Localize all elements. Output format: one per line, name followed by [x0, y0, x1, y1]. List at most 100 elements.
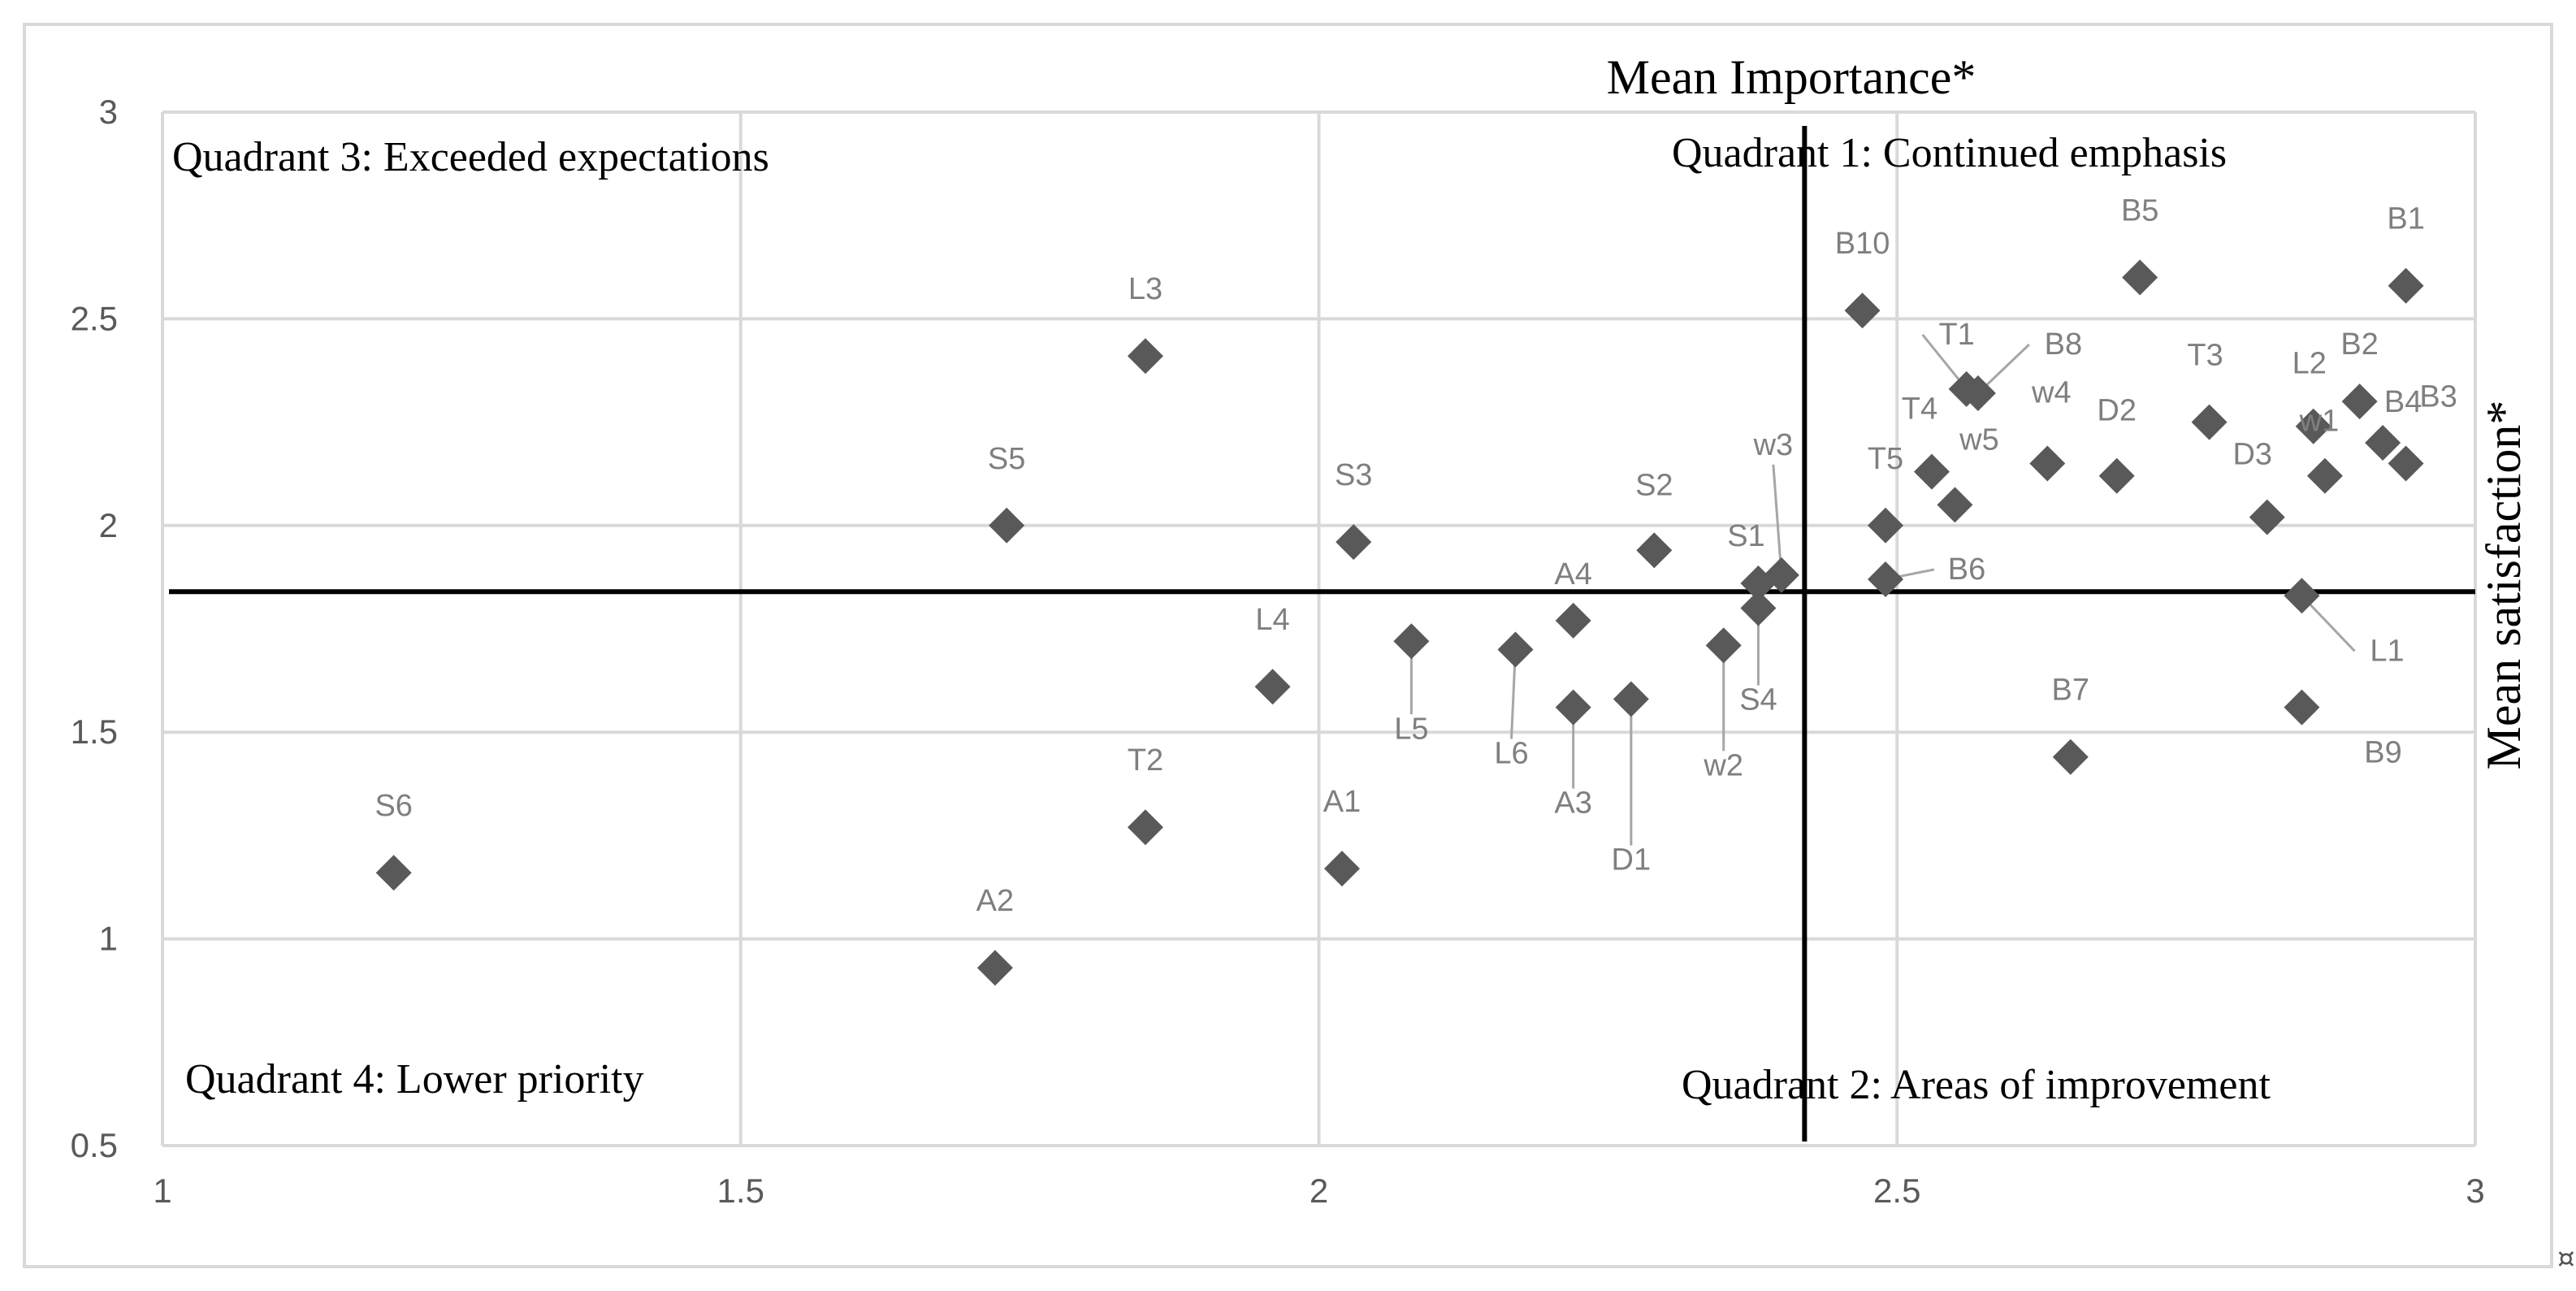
- data-point: [2122, 259, 2158, 296]
- axis-ticks: 1 1.5 2 2.5 3 0.5 1 1.5 2 2.5 3: [71, 93, 2485, 1210]
- data-point: [1613, 681, 1649, 717]
- data-point: [1323, 851, 1360, 887]
- y-tick-label: 3: [99, 93, 118, 131]
- point-label: B6: [1948, 552, 1985, 587]
- data-point: [2365, 425, 2401, 461]
- point-label: B5: [2121, 194, 2158, 228]
- point-label: T5: [1868, 442, 1903, 476]
- y-tick-label: 0.5: [71, 1126, 118, 1164]
- leader-line: [2301, 595, 2356, 652]
- point-label: L2: [2292, 347, 2327, 381]
- data-point: [1555, 602, 1591, 639]
- data-point: [2388, 267, 2424, 304]
- point-label: L6: [1494, 736, 1528, 770]
- data-point: [2295, 408, 2331, 444]
- data-point: [1336, 524, 1372, 561]
- data-point: [1937, 487, 1973, 523]
- x-tick-label: 2: [1310, 1172, 1328, 1210]
- point-label: S1: [1727, 519, 1764, 553]
- quadrant-1-label: Quadrant 1: Continued emphasis: [1672, 130, 2227, 176]
- point-label: w2: [1703, 748, 1743, 782]
- data-points: [375, 259, 2424, 986]
- data-point: [2341, 383, 2378, 420]
- quadrant-3-label: Quadrant 3: Exceeded expectations: [172, 134, 769, 180]
- y-tick-label: 1: [99, 920, 118, 958]
- point-label: A3: [1554, 786, 1591, 821]
- point-label: L3: [1128, 272, 1162, 306]
- data-point: [1705, 627, 1742, 664]
- data-point: [1868, 561, 1904, 597]
- grid-lines: [161, 110, 2477, 1147]
- data-point: [1740, 590, 1777, 626]
- data-point: [2284, 689, 2320, 726]
- leader-line: [1772, 464, 1783, 575]
- point-label: D1: [1612, 843, 1652, 877]
- data-point: [1913, 453, 1950, 490]
- corner-mark: ¤: [2557, 1242, 2575, 1275]
- point-label: B4: [2384, 385, 2422, 419]
- point-label: B9: [2364, 736, 2401, 770]
- data-point: [976, 950, 1013, 986]
- data-point: [2388, 445, 2424, 482]
- data-point: [1127, 338, 1163, 375]
- y-axis-title: Mean satisfaction*: [2477, 401, 2531, 770]
- point-label: D3: [2232, 438, 2272, 472]
- data-point: [2029, 445, 2066, 482]
- x-tick-label: 3: [2466, 1172, 2484, 1210]
- data-point: [1497, 631, 1534, 668]
- point-label: L5: [1394, 712, 1428, 746]
- point-label: B7: [2052, 674, 2089, 708]
- point-label: T3: [2187, 339, 2223, 373]
- data-point: [2306, 457, 2343, 494]
- x-axis-title: Mean Importance*: [1607, 50, 1976, 104]
- point-label: T2: [1128, 743, 1163, 778]
- quadrant-2-label: Quadrant 2: Areas of improvement: [1682, 1062, 2271, 1108]
- data-point: [1844, 292, 1881, 329]
- point-label: B8: [2045, 327, 2082, 362]
- point-label: L4: [1255, 603, 1289, 637]
- point-label: w1: [2299, 405, 2340, 439]
- x-tick-label: 2.5: [1873, 1172, 1920, 1210]
- point-label: D2: [2097, 394, 2137, 428]
- data-point: [1254, 669, 1291, 705]
- point-label: A2: [976, 884, 1014, 918]
- data-point: [1959, 375, 1996, 411]
- point-label: w4: [2031, 375, 2072, 409]
- x-tick-label: 1: [153, 1172, 171, 1210]
- data-point: [989, 507, 1025, 544]
- point-label: B10: [1835, 227, 1890, 261]
- data-point: [1868, 507, 1904, 544]
- data-point: [2284, 578, 2320, 614]
- y-tick-label: 2: [99, 506, 118, 544]
- x-tick-label: 1.5: [717, 1172, 764, 1210]
- data-point: [2052, 739, 2089, 775]
- point-label: A4: [1554, 557, 1591, 591]
- data-point: [1740, 565, 1777, 602]
- reference-lines: [169, 126, 2475, 1142]
- chart-border: [23, 23, 2553, 1268]
- data-point: [2098, 457, 2135, 494]
- point-label: T1: [1938, 318, 1974, 352]
- point-label: w3: [1753, 428, 1794, 462]
- point-label: w5: [1959, 422, 1999, 457]
- data-point: [1555, 689, 1591, 726]
- point-label: S6: [374, 789, 412, 823]
- data-point: [1393, 623, 1430, 660]
- quadrant-4-label: Quadrant 4: Lower priority: [185, 1056, 644, 1103]
- data-point: [1127, 809, 1163, 846]
- point-label: B2: [2340, 327, 2378, 362]
- point-label: L1: [2370, 634, 2404, 668]
- point-label: S3: [1335, 458, 1372, 492]
- point-label: B3: [2419, 379, 2457, 414]
- point-label: B1: [2387, 202, 2424, 236]
- data-point: [2249, 499, 2285, 535]
- y-tick-label: 1.5: [71, 713, 118, 751]
- point-label: S5: [988, 442, 1025, 476]
- data-point: [2191, 404, 2227, 440]
- point-labels: B1 B5 B10 L3 T1 B8 B2 T3 L2 B4 w1 B3 w4 T4 D2 w5 D3 T5 S5 S…: [374, 194, 2457, 919]
- data-point: [375, 855, 412, 891]
- point-label: A1: [1323, 785, 1361, 819]
- data-point: [1636, 532, 1673, 569]
- point-label: S4: [1739, 683, 1777, 717]
